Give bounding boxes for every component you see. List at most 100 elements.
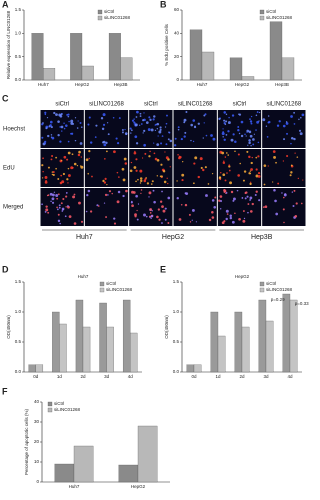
cell-dot: [207, 183, 210, 185]
cell-dot: [78, 150, 81, 154]
cell-dot: [249, 170, 252, 172]
cell-dot: [230, 138, 234, 142]
panel-label: D: [2, 264, 9, 274]
bar: [43, 68, 56, 81]
cell-dot: [218, 199, 221, 202]
chart-title: HepG2: [235, 274, 250, 279]
cell-dot: [105, 150, 108, 153]
cell-dot: [112, 116, 115, 119]
cell-dot: [130, 129, 133, 132]
cell-dot: [53, 111, 56, 115]
cell-dot: [169, 139, 173, 143]
legend-label: siLINC01268: [106, 287, 133, 292]
cell-dot: [51, 136, 55, 140]
cell-dot: [294, 214, 298, 218]
cell-dot: [159, 126, 162, 129]
cell-dot: [194, 156, 198, 160]
cell-dot: [295, 202, 298, 205]
cell-dot: [222, 161, 226, 165]
cell-dot: [239, 162, 242, 165]
legend-swatch: [97, 15, 103, 21]
cell-dot: [133, 118, 135, 120]
cell-dot: [76, 127, 79, 129]
annotation: p=0.33: [295, 301, 309, 306]
bar: [193, 364, 202, 373]
cell-dot: [257, 174, 261, 178]
cell-dot: [228, 116, 230, 119]
legend-label: siLINC01268: [266, 15, 293, 20]
row-label: EdU: [3, 166, 15, 172]
cell-dot: [234, 140, 237, 143]
cell-dot: [70, 119, 74, 123]
cell-dot: [130, 201, 133, 204]
cell-dot: [130, 161, 133, 164]
cell-dot: [177, 153, 179, 156]
cell-dot: [290, 115, 293, 118]
bar: [31, 33, 44, 81]
cell-dot: [282, 196, 285, 199]
cell-dot: [121, 131, 124, 134]
cell-dot: [266, 136, 269, 138]
cell-dot: [222, 136, 224, 138]
cell-dot: [125, 133, 128, 136]
bar: [281, 57, 295, 81]
cell-dot: [102, 123, 106, 126]
cell-dot: [44, 140, 47, 144]
column-label: siLINC01268: [266, 102, 301, 108]
cell-dot: [278, 120, 281, 123]
cell-dot: [151, 210, 154, 212]
cell-dot: [133, 123, 135, 125]
legend-label: siCtrl: [266, 9, 276, 14]
cell-dot: [240, 120, 244, 124]
cell-dot: [227, 130, 230, 133]
cell-dot: [51, 197, 55, 201]
cell-dot: [232, 199, 235, 202]
cell-dot: [182, 161, 184, 163]
cell-dot: [189, 221, 192, 223]
cell-dot: [136, 110, 139, 114]
cell-dot: [249, 182, 252, 186]
cell-dot: [180, 137, 183, 141]
bar: [282, 293, 291, 373]
cell-dot: [241, 197, 244, 199]
cell-dot: [162, 209, 166, 213]
y-tick-label: 0.5: [173, 339, 180, 344]
x-tick-label: 3d: [263, 374, 269, 379]
cell-dot: [117, 190, 121, 194]
cell-dot: [262, 118, 266, 122]
cell-dot: [229, 216, 233, 220]
cell-dot: [149, 212, 152, 214]
cell-dot: [88, 150, 91, 153]
cell-dot: [300, 116, 302, 119]
bar: [189, 29, 203, 81]
cell-dot: [283, 193, 287, 197]
cell-dot: [223, 138, 226, 141]
micrograph: [173, 110, 217, 148]
cell-dot: [78, 201, 81, 205]
y-tick-label: 0: [176, 77, 179, 82]
cell-dot: [238, 113, 240, 115]
bar: [234, 311, 243, 373]
cell-dot: [59, 222, 61, 225]
cell-dot: [291, 191, 294, 193]
cell-dot: [152, 189, 155, 192]
cell-dot: [240, 134, 244, 138]
cell-dot: [103, 143, 107, 147]
micrograph: [262, 188, 306, 226]
cell-dot: [135, 194, 138, 198]
cell-line-label: HepG2: [162, 234, 184, 241]
cell-dot: [156, 158, 160, 162]
cell-dot: [145, 215, 148, 218]
cell-dot: [211, 199, 215, 202]
cell-dot: [87, 189, 91, 193]
cell-dot: [162, 170, 166, 173]
bar: [59, 323, 67, 373]
cell-dot: [56, 197, 59, 200]
cell-dot: [96, 204, 99, 207]
micrograph: [84, 188, 129, 226]
cell-dot: [88, 116, 91, 119]
legend-label: siCtrl: [54, 401, 64, 406]
cell-dot: [57, 133, 60, 137]
cell-dot: [70, 132, 72, 135]
cell-dot: [301, 113, 305, 117]
